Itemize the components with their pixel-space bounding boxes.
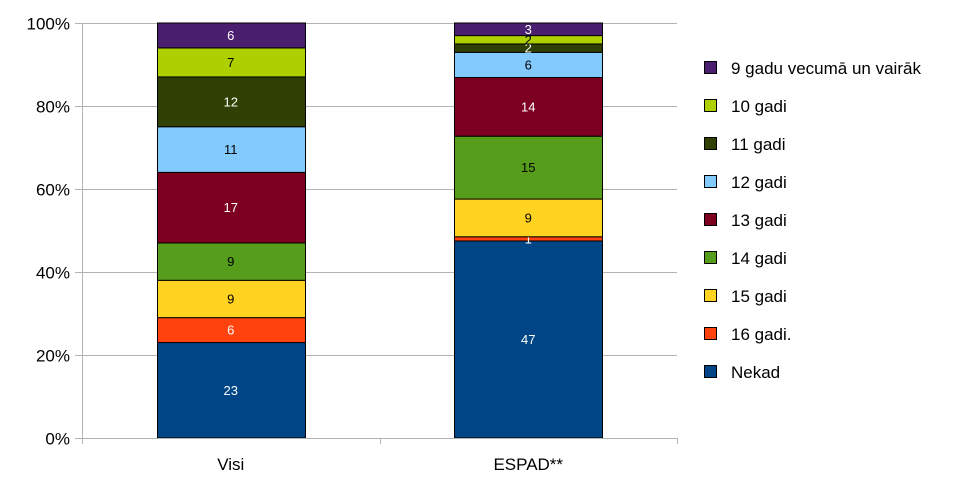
bar-segment bbox=[454, 51, 603, 78]
bar-segment bbox=[454, 198, 603, 238]
legend-label: 16 gadi. bbox=[731, 325, 792, 344]
legend-item: 9 gadu vecumā un vairāk bbox=[704, 59, 921, 78]
legend-label: 14 gadi bbox=[731, 249, 787, 268]
legend-swatch bbox=[704, 213, 717, 226]
legend-swatch bbox=[704, 289, 717, 302]
bar-segment bbox=[454, 22, 603, 37]
legend-swatch bbox=[704, 251, 717, 264]
y-tick-label: 0% bbox=[45, 430, 70, 449]
legend-label: 9 gadu vecumā un vairāk bbox=[731, 59, 921, 78]
data-label: 2 bbox=[525, 41, 532, 56]
legend-item: 15 gadi bbox=[704, 287, 787, 306]
legend-label: 15 gadi bbox=[731, 287, 787, 306]
data-label: 1 bbox=[525, 231, 532, 246]
legend-swatch bbox=[704, 61, 717, 74]
y-axis-tick-labels: 0% 20% 40% 60% 80% 100% bbox=[27, 15, 82, 449]
y-tick-label: 100% bbox=[27, 15, 70, 34]
legend-item: 13 gadi bbox=[704, 211, 787, 230]
bar-segment bbox=[454, 135, 603, 200]
legend-swatch bbox=[704, 365, 717, 378]
data-label: 9 bbox=[525, 210, 532, 225]
y-tick-label: 60% bbox=[36, 181, 70, 200]
legend-label: 13 gadi bbox=[731, 211, 787, 230]
data-label: 2 bbox=[525, 32, 532, 47]
data-label: 6 bbox=[227, 323, 234, 338]
legend-label: 10 gadi bbox=[731, 97, 787, 116]
data-label: 14 bbox=[521, 99, 535, 114]
legend-label: 12 gadi bbox=[731, 173, 787, 192]
legend-swatch bbox=[704, 99, 717, 112]
data-label: 11 bbox=[224, 142, 238, 157]
bar-segment bbox=[157, 126, 306, 173]
legend-swatch bbox=[704, 137, 717, 150]
legend: 9 gadu vecumā un vairāk 10 gadi 11 gadi 12 … bbox=[704, 59, 921, 382]
legend-item: 14 gadi bbox=[704, 249, 787, 268]
data-label: 23 bbox=[224, 383, 238, 398]
x-category-label: Visi bbox=[217, 455, 244, 474]
legend-item: 11 gadi bbox=[704, 135, 786, 154]
legend-item: 12 gadi bbox=[704, 173, 787, 192]
y-tick-label: 20% bbox=[36, 347, 70, 366]
y-tick-label: 40% bbox=[36, 264, 70, 283]
data-label: 17 bbox=[224, 200, 238, 215]
legend-swatch bbox=[704, 175, 717, 188]
bar-stack: 23 6 9 9 17 11 12 7 6 bbox=[157, 22, 306, 439]
legend-label: 11 gadi bbox=[731, 135, 786, 154]
data-label: 47 bbox=[521, 332, 535, 347]
data-label: 9 bbox=[227, 291, 234, 306]
axes bbox=[82, 23, 678, 444]
legend-swatch bbox=[704, 327, 717, 340]
data-label: 3 bbox=[525, 22, 532, 37]
data-label: 6 bbox=[227, 28, 234, 43]
legend-item: Nekad bbox=[704, 363, 780, 382]
legend-item: 16 gadi. bbox=[704, 325, 792, 344]
data-label: 15 bbox=[521, 160, 535, 175]
data-label: 12 bbox=[224, 94, 238, 109]
bar-segment bbox=[157, 22, 306, 49]
bar-segment bbox=[157, 342, 306, 439]
data-label: 9 bbox=[227, 254, 234, 269]
bar-segment bbox=[454, 240, 603, 439]
bar-segment bbox=[454, 76, 603, 137]
data-label: 6 bbox=[525, 57, 532, 72]
bar-segment bbox=[157, 171, 306, 244]
legend-label: Nekad bbox=[731, 363, 780, 382]
y-tick-label: 80% bbox=[36, 98, 70, 117]
legend-item: 10 gadi bbox=[704, 97, 787, 116]
data-label: 7 bbox=[227, 55, 234, 70]
bar-segment bbox=[157, 76, 306, 128]
bar-segment bbox=[157, 47, 306, 78]
x-axis-category-labels: Visi ESPAD** bbox=[217, 455, 563, 474]
x-category-label: ESPAD** bbox=[493, 455, 563, 474]
